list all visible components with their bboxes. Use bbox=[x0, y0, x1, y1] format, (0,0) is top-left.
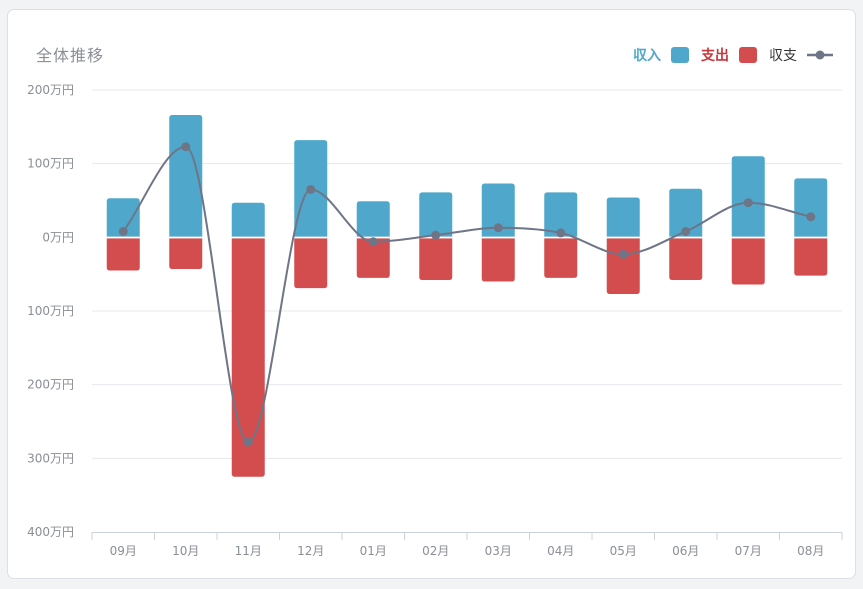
balance-point bbox=[556, 228, 566, 238]
bar-income bbox=[606, 197, 640, 238]
legend-item-balance[interactable]: 収支 bbox=[769, 45, 833, 65]
y-tick-label: 100万円 bbox=[27, 304, 74, 318]
x-tick-label: 04月 bbox=[547, 544, 574, 558]
balance-point bbox=[368, 237, 378, 247]
x-tick-label: 03月 bbox=[485, 544, 512, 558]
bar-expense bbox=[356, 238, 390, 278]
x-tick-label: 09月 bbox=[110, 544, 137, 558]
balance-point bbox=[118, 226, 128, 236]
balance-point bbox=[743, 198, 753, 208]
chart-legend: 収入 支出 収支 bbox=[623, 45, 833, 65]
bar-income bbox=[794, 178, 828, 238]
chart-card: 全体推移 収入 支出 収支 bbox=[7, 9, 856, 579]
x-tick-label: 06月 bbox=[672, 544, 699, 558]
x-tick-label: 12月 bbox=[297, 544, 324, 558]
x-tick-label: 10月 bbox=[172, 544, 199, 558]
chart-title: 全体推移 bbox=[36, 46, 105, 65]
x-tick-label: 01月 bbox=[360, 544, 387, 558]
bar-expense bbox=[731, 238, 765, 285]
y-tick-label: 200万円 bbox=[27, 378, 74, 392]
x-tick-label: 05月 bbox=[610, 544, 637, 558]
legend-swatch-income bbox=[671, 47, 689, 63]
bar-expense bbox=[606, 238, 640, 295]
balance-point bbox=[181, 142, 191, 152]
x-tick-label: 02月 bbox=[422, 544, 449, 558]
bar-income bbox=[169, 115, 203, 238]
legend-item-expense[interactable]: 支出 bbox=[701, 45, 757, 65]
balance-point bbox=[618, 249, 628, 259]
bar-income bbox=[419, 192, 453, 238]
bar-income bbox=[106, 198, 140, 238]
bar-income bbox=[669, 188, 703, 238]
bar-expense bbox=[231, 238, 265, 477]
bar-income bbox=[481, 183, 515, 238]
balance-point bbox=[243, 437, 253, 447]
bar-expense bbox=[294, 238, 328, 289]
legend-label-income: 収入 bbox=[633, 48, 661, 64]
bar-expense bbox=[481, 238, 515, 282]
bar-income bbox=[356, 201, 390, 238]
bar-expense bbox=[169, 238, 203, 270]
bar-expense bbox=[544, 238, 578, 278]
bar-expense bbox=[669, 238, 703, 281]
bar-income bbox=[231, 202, 265, 238]
bar-expense bbox=[419, 238, 453, 281]
balance-point bbox=[431, 230, 441, 240]
x-tick-label: 07月 bbox=[735, 544, 762, 558]
balance-point bbox=[493, 223, 503, 233]
y-tick-label: 400万円 bbox=[27, 525, 74, 539]
legend-line-balance-icon bbox=[807, 47, 833, 63]
balance-point bbox=[806, 212, 816, 222]
legend-item-income[interactable]: 収入 bbox=[633, 45, 689, 65]
x-tick-label: 08月 bbox=[797, 544, 824, 558]
y-tick-label: 100万円 bbox=[27, 157, 74, 171]
legend-swatch-expense bbox=[739, 47, 757, 63]
bar-income bbox=[544, 192, 578, 238]
y-tick-label: 200万円 bbox=[27, 83, 74, 97]
y-tick-label: 0万円 bbox=[42, 230, 74, 244]
y-tick-label: 300万円 bbox=[27, 451, 74, 465]
balance-line bbox=[122, 145, 811, 444]
bar-expense bbox=[106, 238, 140, 271]
x-tick-label: 11月 bbox=[235, 544, 262, 558]
legend-label-balance: 収支 bbox=[769, 48, 797, 64]
legend-label-expense: 支出 bbox=[701, 48, 729, 64]
bar-expense bbox=[794, 238, 828, 276]
balance-point bbox=[681, 226, 691, 236]
bar-income bbox=[731, 156, 765, 238]
balance-point bbox=[306, 184, 316, 194]
